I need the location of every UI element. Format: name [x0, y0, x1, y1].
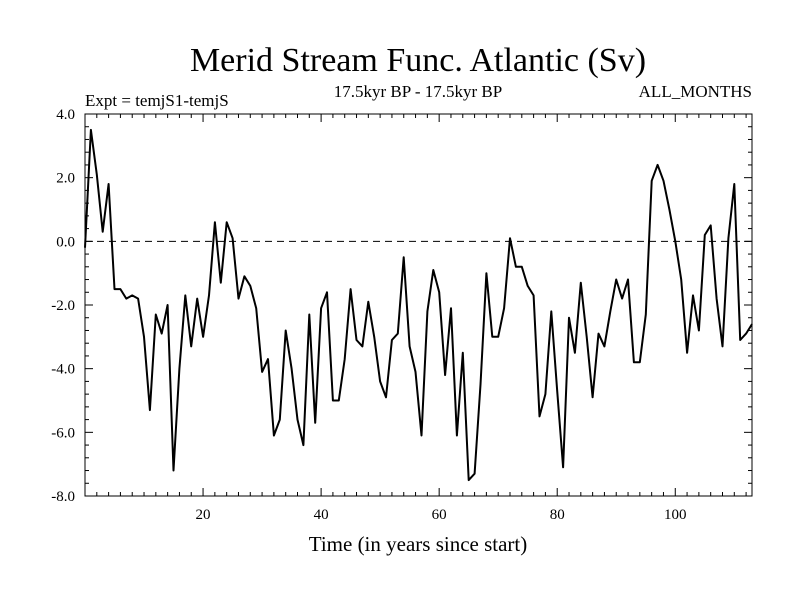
chart-subtitle-right: ALL_MONTHS	[639, 82, 752, 101]
chart-subtitle-left: Expt = temjS1-temjS	[85, 91, 229, 110]
x-tick-label: 60	[432, 507, 447, 523]
x-tick-label: 20	[196, 507, 211, 523]
y-tick-label: 0.0	[56, 234, 75, 250]
x-tick-label: 40	[314, 507, 329, 523]
series-line	[84, 128, 753, 482]
y-tick-label: 4.0	[56, 107, 75, 123]
y-tick-label: -2.0	[51, 298, 75, 314]
y-tick-label: -6.0	[51, 425, 75, 441]
y-tick-label: -8.0	[51, 489, 75, 505]
y-tick-label: -4.0	[51, 362, 75, 378]
plot-area: 20 40 60 80 100 4.0 2.0 0.0 -2.0 -4.0 -6.0 -8.0	[51, 107, 753, 523]
y-tick-label: 2.0	[56, 171, 75, 187]
x-tick-label: 100	[664, 507, 687, 523]
x-tick-label: 80	[550, 507, 565, 523]
chart-subtitle-center: 17.5kyr BP - 17.5kyr BP	[334, 82, 502, 101]
x-axis-label: Time (in years since start)	[309, 532, 528, 556]
chart-title: Merid Stream Func. Atlantic (Sv)	[190, 42, 646, 79]
